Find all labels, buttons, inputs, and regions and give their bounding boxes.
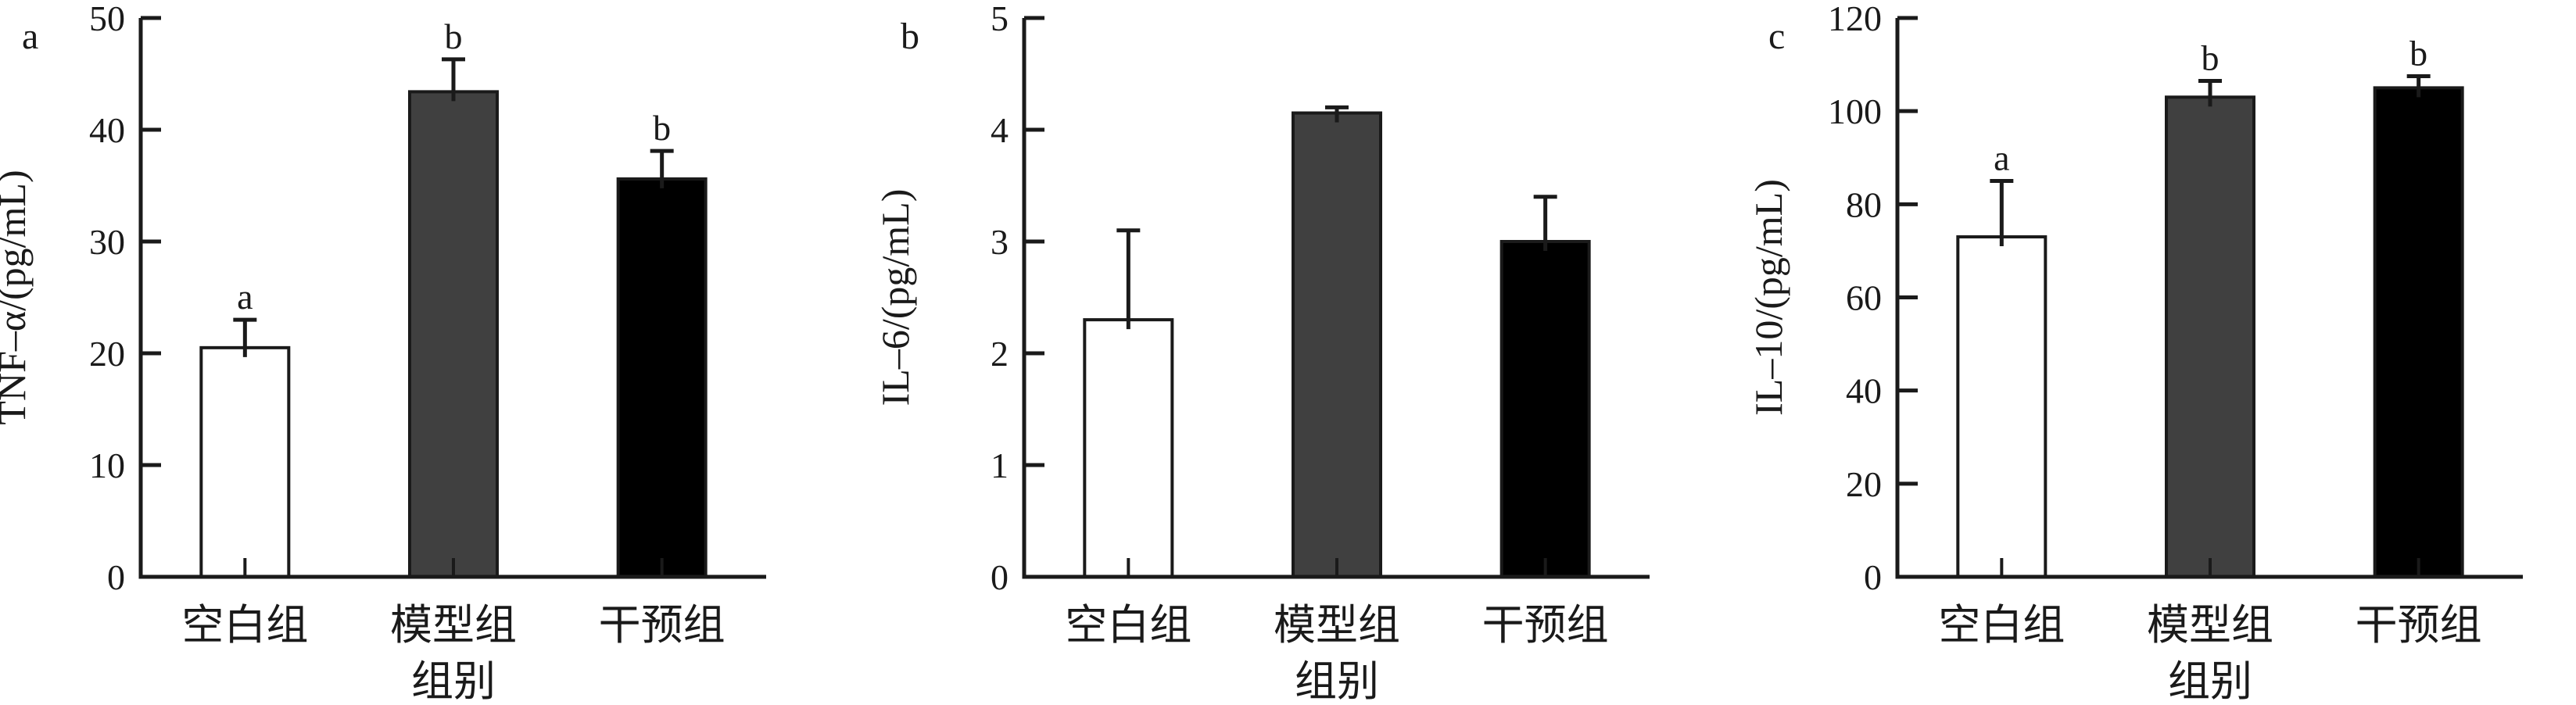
y-tick-label-20: 20 [1846,464,1882,504]
y-tick-label-30: 30 [89,222,125,262]
panel-c-chart: a 空白组 b 模型组 b 干预组 0 20 40 60 80 100 120 IL–10/(pg/mL)… [1747,0,2523,705]
y-axis-title: TNF–α/(pg/mL) [0,170,34,424]
y-tick-label-2: 2 [991,334,1009,374]
panel-c-bar-2 [2373,86,2464,578]
y-tick-label-20: 20 [89,334,125,374]
panel-label-b: b [901,16,919,57]
x-axis-title: 组别 [1295,658,1379,705]
y-tick-label-40: 40 [1846,371,1882,411]
category-label: 模型组 [1274,602,1400,649]
panel-label-a: a [22,16,38,57]
y-tick-label-50: 50 [89,0,125,38]
significance-letter: b [653,108,671,148]
y-tick-label-40: 40 [89,110,125,150]
panel-a-chart: a 空白组 b 模型组 b 干预组 0 10 20 30 40 50 TNF–α/(pg/mL) 组别 a [0,0,766,705]
x-axis-title: 组别 [2168,658,2252,705]
significance-letter: a [1994,138,2009,178]
significance-letter: b [2409,33,2427,73]
y-tick-label-0: 0 [107,557,125,597]
panel-c-bar-1 [2165,95,2255,578]
panel-b: 空白组 模型组 干预组 0 1 2 3 4 5 IL–6/(pg/mL) 组别 b [852,0,1681,705]
panel-a-bar-2 [616,177,708,578]
significance-letter: b [2202,38,2220,77]
y-tick-label-1: 1 [991,446,1009,485]
y-tick-label-10: 10 [89,446,125,485]
y-axis-title: IL–10/(pg/mL) [1747,179,1790,416]
y-tick-label-4: 4 [991,110,1009,150]
panel-c-bar-0 [1956,235,2048,578]
category-label: 模型组 [390,602,517,649]
panel-c: a 空白组 b 模型组 b 干预组 0 20 40 60 80 100 120 IL–10/(pg/mL)… [1681,0,2576,705]
category-label: 模型组 [2147,602,2273,649]
y-tick-label-5: 5 [991,0,1009,38]
panel-b-bar-2 [1499,240,1591,578]
y-tick-label-80: 80 [1846,184,1882,224]
panel-a: a 空白组 b 模型组 b 干预组 0 10 20 30 40 50 TNF–α/(pg/mL) 组别 a [0,0,852,705]
y-axis-title: IL–6/(pg/mL) [873,189,917,406]
y-tick-label-100: 100 [1828,91,1882,131]
y-tick-label-120: 120 [1828,0,1882,38]
panel-b-bar-0 [1083,318,1174,578]
panel-a-bar-1 [408,90,499,578]
panel-b-bar-1 [1292,111,1382,579]
category-label: 干预组 [2356,602,2482,649]
y-tick-label-3: 3 [991,222,1009,262]
panel-label-c: c [1768,16,1785,57]
category-label: 空白组 [1065,602,1191,649]
y-tick-label-0: 0 [991,557,1009,597]
category-label: 空白组 [1938,602,2065,649]
significance-letter: a [237,277,253,317]
category-label: 干预组 [1482,602,1609,649]
significance-letter: b [445,16,463,56]
panel-b-chart: 空白组 模型组 干预组 0 1 2 3 4 5 IL–6/(pg/mL) 组别 b [873,0,1650,705]
y-tick-label-60: 60 [1846,278,1882,318]
category-label: 空白组 [181,602,308,649]
x-axis-title: 组别 [411,658,496,705]
panel-a-bar-0 [199,345,291,578]
y-tick-label-0: 0 [1864,557,1882,597]
category-label: 干预组 [599,602,726,649]
